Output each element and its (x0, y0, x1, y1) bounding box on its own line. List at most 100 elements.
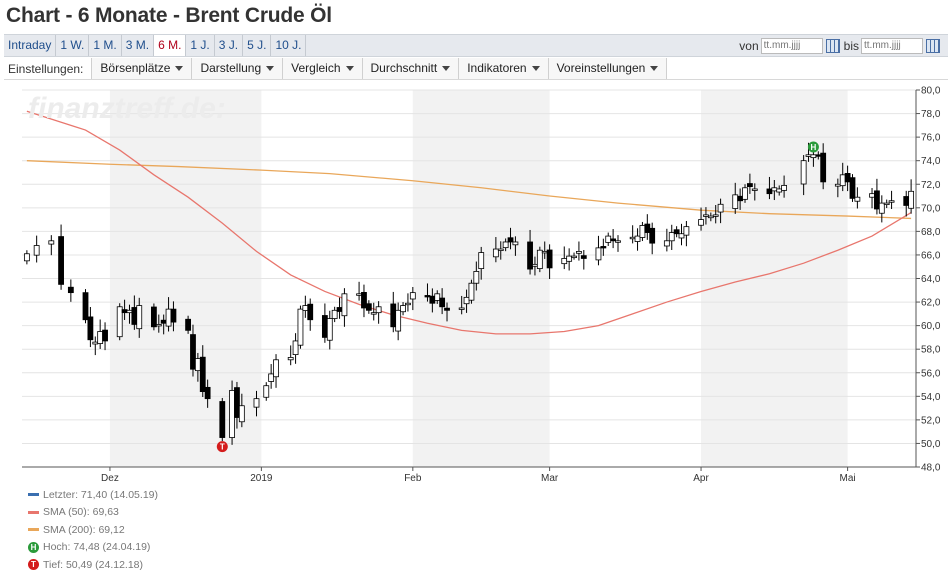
candle-up (878, 202, 885, 214)
legend-text: Tief: 50,49 (24.12.18) (43, 558, 144, 571)
sma50-line (26, 110, 912, 335)
legend-text: Hoch: 74,48 (24.04.19) (43, 541, 151, 554)
candle-down (336, 307, 343, 312)
menu-label: Vergleich (291, 61, 341, 75)
candle-down (131, 307, 138, 325)
candle-up (497, 248, 504, 251)
y-tick-label: 78,0 (921, 109, 941, 120)
tab-intraday[interactable]: Intraday (4, 35, 57, 56)
candle-up (502, 241, 509, 249)
menu-voreinstellungen[interactable]: Voreinstellungen (547, 58, 668, 79)
price-chart[interactable]: 48,0 50,0 52,0 54,0 56,0 58,0 60,0 62,0 64,0 66,0… (0, 84, 950, 484)
candle-down (820, 152, 827, 183)
candle-down (527, 241, 533, 270)
tab-1-week[interactable]: 1 W. (56, 35, 90, 56)
menu-boersenplaetze[interactable]: Börsenplätze (91, 58, 192, 79)
candle-up (292, 340, 299, 356)
from-date-input[interactable] (760, 37, 823, 54)
legend-sma50: SMA (50): 69,63 (28, 504, 158, 522)
candle-down (151, 306, 157, 328)
candle-up (405, 302, 411, 306)
candle-up (326, 318, 333, 341)
tab-10-years[interactable]: 10 J. (271, 35, 307, 56)
candle-down (390, 303, 397, 328)
candle-down (580, 255, 587, 259)
candle-up (561, 258, 568, 265)
watermark-logo: finanztreff.de: (28, 92, 226, 125)
candle-up (463, 296, 470, 305)
legend-sma200: SMA (200): 69,12 (28, 521, 158, 539)
candle-down (121, 309, 128, 314)
candle-down (321, 315, 328, 338)
candle-down (815, 154, 822, 157)
menu-durchschnitt[interactable]: Durchschnitt (361, 58, 459, 79)
high-marker-icon: H (28, 541, 39, 553)
high-marker-label: H (811, 143, 817, 152)
x-tick-label: Apr (693, 473, 709, 484)
candle-up (771, 187, 778, 192)
y-tick-label: 64,0 (921, 274, 941, 285)
to-date-input[interactable] (861, 37, 923, 54)
candle-up (712, 214, 719, 217)
candle-up (492, 248, 499, 258)
candle-up (395, 309, 402, 332)
y-tick-label: 48,0 (921, 463, 941, 474)
candle-down (766, 188, 773, 195)
candle-up (869, 193, 875, 198)
calendar-icon[interactable] (926, 38, 940, 53)
candle-up (165, 308, 172, 327)
to-label: bis (843, 38, 859, 53)
candle-up (297, 308, 304, 346)
tab-3-months[interactable]: 3 M. (122, 35, 155, 56)
candle-up (136, 305, 143, 330)
candle-up (634, 235, 641, 242)
tab-1-month[interactable]: 1 M. (89, 35, 122, 56)
tab-6-months[interactable]: 6 M. (154, 35, 187, 56)
candle-up (48, 240, 55, 245)
candle-down (82, 292, 89, 321)
tab-3-years[interactable]: 3 J. (215, 35, 244, 56)
low-marker-label: T (220, 443, 225, 452)
candle-up (302, 305, 309, 311)
y-tick-label: 60,0 (921, 321, 941, 332)
menu-vergleich[interactable]: Vergleich (282, 58, 362, 79)
candle-up (194, 358, 201, 372)
candle-up (800, 160, 807, 185)
menu-label: Börsenplätze (100, 61, 171, 75)
candle-up (238, 405, 245, 423)
candle-down (844, 173, 851, 183)
y-tick-label: 52,0 (921, 415, 941, 426)
x-tick-label: 2019 (250, 473, 273, 484)
menu-indikatoren[interactable]: Indikatoren (458, 58, 548, 79)
candle-up (629, 236, 636, 240)
legend-swatch (28, 493, 39, 497)
candle-up (810, 154, 817, 159)
from-label: von (739, 38, 759, 53)
chevron-down-icon (442, 66, 451, 72)
candle-down (737, 195, 744, 202)
candle-up (805, 154, 812, 157)
candle-up (576, 251, 582, 254)
legend-high: H Hoch: 74,48 (24.04.19) (28, 539, 158, 557)
candle-up (707, 215, 714, 219)
x-tick-label: Dez (101, 473, 119, 484)
legend-low: T Tief: 50,49 (24.12.18) (28, 556, 158, 574)
candle-up (253, 398, 260, 408)
chevron-down-icon (531, 66, 540, 72)
candle-down (199, 356, 206, 393)
candle-down (507, 237, 514, 243)
candle-down (170, 308, 177, 323)
candle-up (400, 305, 406, 313)
candle-up (409, 292, 416, 300)
menu-label: Indikatoren (467, 61, 527, 75)
candle-down (444, 307, 450, 311)
legend-swatch (28, 528, 39, 532)
candle-up (732, 194, 739, 209)
calendar-icon[interactable] (825, 38, 840, 53)
menu-darstellung[interactable]: Darstellung (191, 58, 283, 79)
tab-1-year[interactable]: 1 J. (186, 35, 215, 56)
tab-5-years[interactable]: 5 J. (243, 35, 272, 56)
candle-down (874, 190, 880, 210)
y-tick-label: 80,0 (921, 86, 941, 97)
candle-down (849, 177, 856, 199)
